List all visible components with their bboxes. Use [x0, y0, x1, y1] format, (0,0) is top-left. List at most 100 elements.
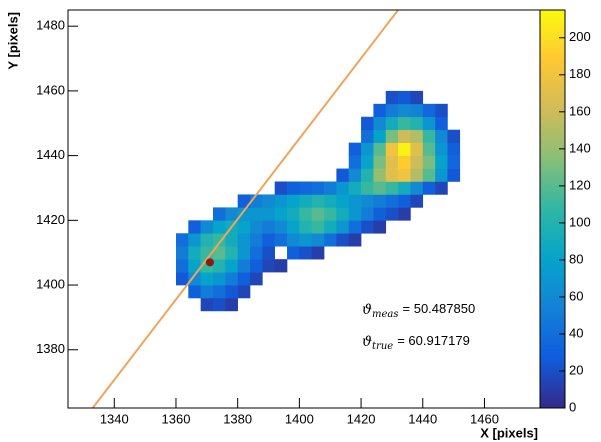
- cell: [435, 168, 448, 182]
- cell: [435, 103, 448, 118]
- cell: [212, 220, 226, 234]
- cell: [398, 155, 411, 169]
- cell: [188, 272, 201, 286]
- cell: [287, 194, 300, 208]
- y-axis-label: Y [pixels]: [5, 12, 20, 70]
- cell: [250, 246, 263, 260]
- cell: [410, 116, 424, 131]
- cell: [212, 246, 226, 260]
- cell: [287, 220, 300, 234]
- cell: [410, 142, 424, 156]
- cell: [175, 259, 189, 273]
- cell: [262, 233, 275, 247]
- cell: [287, 233, 300, 247]
- cell: [237, 220, 251, 234]
- cell: [361, 155, 374, 169]
- cell: [225, 259, 238, 273]
- colorbar: [539, 9, 566, 409]
- cell: [373, 103, 387, 118]
- cell: [262, 220, 275, 234]
- cell: [287, 181, 300, 195]
- z-tick-label: 180: [569, 66, 591, 81]
- z-tick-label: 100: [569, 214, 591, 229]
- cell: [422, 116, 436, 131]
- cell: [385, 103, 399, 118]
- cell: [447, 142, 461, 156]
- cell: [435, 142, 448, 156]
- cell: [262, 194, 275, 208]
- cell: [422, 155, 436, 169]
- cell: [311, 220, 325, 234]
- cell: [212, 285, 226, 299]
- cell: [361, 181, 374, 195]
- cell: [175, 233, 189, 247]
- cell: [287, 207, 300, 221]
- cell: [225, 207, 238, 221]
- cell: [385, 207, 399, 221]
- z-tick-label: 160: [569, 103, 591, 118]
- cell: [324, 207, 337, 221]
- cell: [299, 220, 313, 234]
- cell: [200, 285, 214, 299]
- cell: [373, 168, 387, 182]
- annotation-text: = 50.487850: [403, 301, 476, 316]
- cell: [212, 272, 226, 286]
- cell: [175, 246, 189, 260]
- x-tick-label: 1460: [470, 411, 499, 426]
- cell: [336, 168, 350, 182]
- cell: [398, 129, 411, 143]
- cell: [348, 168, 362, 182]
- cell: [324, 194, 337, 208]
- cell: [348, 233, 362, 247]
- cell: [188, 285, 201, 299]
- annotation-text: = 60.917179: [397, 333, 470, 348]
- cell: [447, 168, 461, 182]
- cell: [422, 129, 436, 143]
- cell: [373, 155, 387, 169]
- cell: [385, 194, 399, 208]
- cell: [250, 220, 263, 234]
- cell: [274, 194, 288, 208]
- cell: [348, 181, 362, 195]
- cell: [336, 181, 350, 195]
- cell: [422, 168, 436, 182]
- z-tick-label: 140: [569, 140, 591, 155]
- cell: [435, 181, 448, 195]
- cell: [385, 90, 399, 105]
- cell: [398, 142, 411, 156]
- y-tick-label: 1380: [36, 341, 65, 356]
- cell: [237, 272, 251, 286]
- cell: [324, 181, 337, 195]
- cell: [225, 285, 238, 299]
- cell: [361, 142, 374, 156]
- cell: [225, 233, 238, 247]
- cell: [237, 285, 251, 299]
- x-tick-label: 1440: [408, 411, 437, 426]
- cell: [361, 168, 374, 182]
- cell: [212, 259, 226, 273]
- cell: [398, 194, 411, 208]
- cell: [435, 116, 448, 131]
- cell: [250, 259, 263, 273]
- cell: [336, 194, 350, 208]
- cell: [422, 142, 436, 156]
- cell: [435, 155, 448, 169]
- cell: [262, 207, 275, 221]
- vertex-point: [205, 258, 214, 267]
- fit-line: [91, 10, 399, 408]
- annotation-symbol: ϑ: [362, 302, 372, 318]
- cell: [348, 155, 362, 169]
- z-tick-label: 20: [569, 362, 583, 377]
- cell: [311, 194, 325, 208]
- cell: [188, 220, 201, 234]
- cell: [188, 259, 201, 273]
- cell: [385, 116, 399, 131]
- cell: [385, 129, 399, 143]
- cell: [274, 181, 288, 195]
- x-tick-label: 1420: [347, 411, 376, 426]
- cell: [212, 233, 226, 247]
- z-tick-label: 80: [569, 251, 583, 266]
- cell: [373, 116, 387, 131]
- cell: [422, 181, 436, 195]
